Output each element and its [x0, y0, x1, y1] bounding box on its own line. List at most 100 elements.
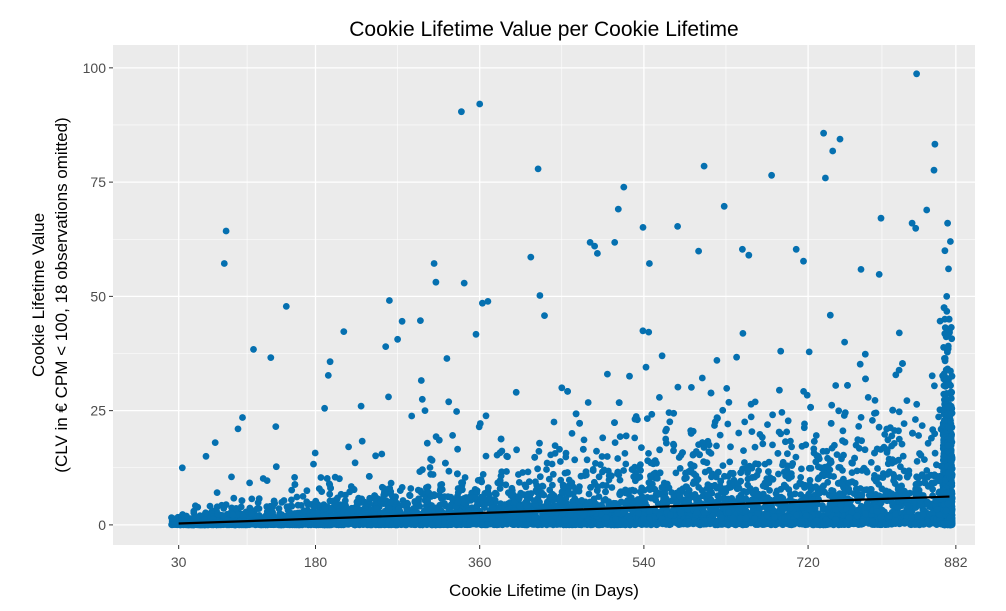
data-point — [648, 410, 656, 418]
data-point — [841, 438, 849, 446]
data-point — [372, 452, 379, 460]
data-point — [718, 489, 725, 496]
data-point — [755, 467, 762, 475]
data-point — [568, 479, 576, 486]
data-point — [747, 413, 755, 421]
data-point — [378, 450, 386, 458]
data-point — [778, 409, 786, 416]
data-point — [248, 495, 256, 503]
data-point — [670, 409, 678, 417]
data-point — [792, 483, 800, 490]
data-point — [690, 462, 698, 470]
data-point — [944, 381, 952, 388]
data-point — [856, 360, 864, 368]
data-point — [621, 450, 629, 457]
data-point — [874, 465, 881, 472]
data-point — [437, 481, 444, 489]
data-point — [317, 474, 325, 481]
data-point — [190, 507, 198, 515]
data-point — [683, 483, 691, 491]
data-point — [784, 417, 792, 425]
data-point — [496, 449, 504, 457]
data-point — [704, 481, 712, 488]
data-point — [524, 468, 532, 476]
data-point — [575, 486, 582, 494]
data-point — [230, 494, 238, 502]
data-point — [275, 505, 283, 512]
data-point — [821, 463, 829, 471]
data-point — [839, 427, 847, 435]
data-point — [933, 472, 940, 480]
data-point — [673, 498, 680, 506]
data-point — [828, 401, 836, 409]
data-point — [568, 430, 576, 437]
data-point — [310, 460, 317, 468]
data-point — [535, 447, 543, 455]
data-point — [255, 495, 263, 503]
data-point — [303, 498, 311, 506]
data-point — [705, 466, 713, 474]
data-point — [534, 465, 541, 473]
data-point — [479, 471, 487, 478]
data-point — [861, 350, 869, 358]
data-point — [923, 467, 931, 474]
data-point — [895, 366, 903, 374]
data-point — [765, 468, 772, 476]
data-point — [525, 478, 533, 486]
data-point — [912, 416, 919, 423]
data-point — [798, 480, 806, 488]
data-point — [269, 503, 276, 511]
data-point — [426, 464, 434, 471]
data-point — [748, 428, 756, 435]
data-point — [299, 493, 307, 500]
data-point — [784, 450, 791, 458]
data-point — [599, 434, 607, 442]
data-point — [645, 328, 653, 336]
data-point — [593, 447, 600, 455]
data-point — [947, 395, 955, 402]
data-point — [947, 324, 955, 331]
data-point — [351, 459, 359, 467]
data-point — [804, 482, 811, 489]
data-point — [867, 459, 875, 466]
data-point — [670, 447, 677, 455]
data-point — [666, 418, 674, 426]
data-point — [883, 446, 891, 454]
data-point — [519, 469, 527, 476]
data-point — [871, 397, 879, 404]
data-point — [787, 437, 794, 445]
data-point — [724, 420, 732, 428]
data-point — [739, 330, 747, 337]
data-point — [744, 481, 752, 489]
data-point — [816, 489, 823, 497]
data-point — [659, 497, 667, 505]
data-point — [616, 476, 624, 484]
data-point — [336, 475, 343, 483]
data-point — [288, 486, 296, 494]
data-point — [533, 482, 541, 489]
data-point — [213, 489, 221, 496]
data-point — [643, 415, 651, 422]
data-point — [688, 384, 695, 391]
data-point — [769, 411, 776, 419]
data-point — [663, 425, 670, 433]
data-point — [291, 474, 298, 481]
data-point — [759, 440, 767, 448]
data-point — [775, 470, 782, 478]
data-point — [835, 407, 843, 415]
data-point — [716, 431, 724, 439]
data-point — [670, 440, 677, 448]
data-point — [931, 382, 938, 390]
data-point — [805, 348, 813, 356]
data-point — [549, 481, 556, 489]
data-point — [819, 447, 827, 455]
data-point — [924, 439, 932, 447]
data-point — [598, 453, 606, 460]
data-point — [890, 473, 898, 481]
data-point — [675, 454, 683, 461]
data-point — [449, 432, 456, 439]
data-point — [595, 473, 603, 481]
data-point — [436, 487, 444, 495]
data-point — [676, 487, 684, 494]
data-point — [237, 503, 245, 511]
